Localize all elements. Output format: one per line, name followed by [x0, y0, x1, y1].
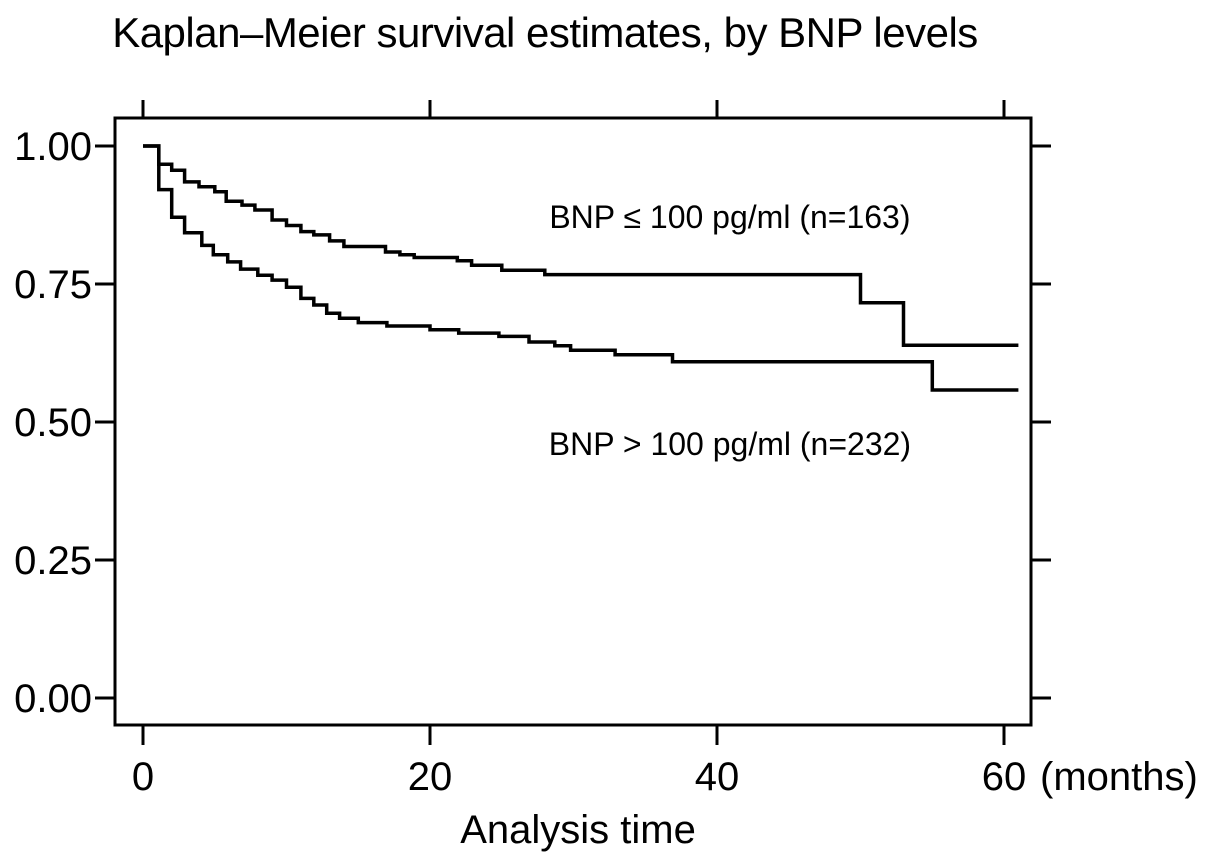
x-axis-unit-label: (months): [1040, 755, 1198, 799]
y-tick-label: 0.00: [14, 677, 92, 721]
x-tick-label: 20: [408, 755, 453, 799]
chart-title: Kaplan–Meier survival estimates, by BNP …: [112, 9, 978, 56]
x-tick-label: 0: [132, 755, 154, 799]
x-axis-label: Analysis time: [460, 808, 696, 852]
plot-area: 0 20 40 60 1.00 0.75 0.50 0.25 0.00 BNP ≤ 100 pg/…: [14, 100, 1051, 799]
y-tick-label: 0.75: [14, 263, 92, 307]
x-tick-label: 60: [982, 755, 1027, 799]
survival-curve-2: [143, 144, 1019, 392]
y-tick-label: 0.50: [14, 401, 92, 445]
survival-curve-1: [143, 144, 1019, 348]
y-tick-label: 1.00: [14, 125, 92, 169]
y-tick-label: 0.25: [14, 539, 92, 583]
x-tick-label: 40: [695, 755, 740, 799]
curve-label-2: BNP > 100 pg/ml (n=232): [549, 426, 911, 462]
plot-frame: [113, 116, 1033, 727]
curve-label-1: BNP ≤ 100 pg/ml (n=163): [549, 199, 910, 235]
